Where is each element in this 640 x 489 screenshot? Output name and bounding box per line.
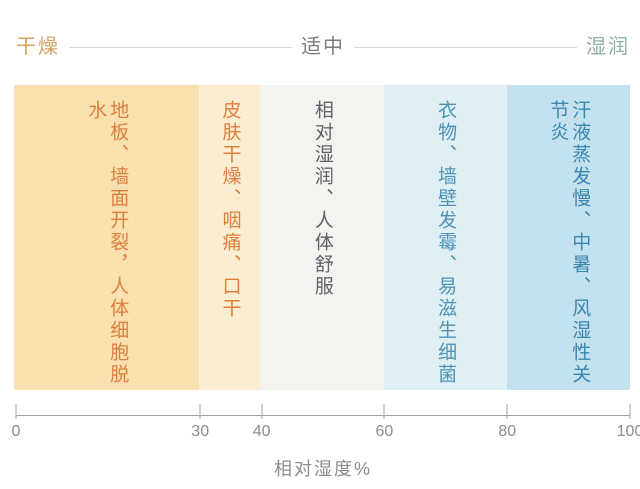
zone-divider-line	[69, 46, 292, 48]
x-axis-tick	[199, 404, 201, 419]
x-tick-label-30: 30	[191, 423, 210, 440]
band-0-30-text: 地板、墙面开裂，人体细胞脱水	[85, 100, 129, 386]
zone-label-dry: 干燥	[16, 36, 60, 58]
band-30-40-text: 皮肤干燥、咽痛、口干	[219, 100, 241, 320]
zone-labels-row: 干燥 适中 湿润	[16, 33, 630, 61]
band-40-60: 相对湿润、人体舒服	[260, 85, 384, 390]
zone-label-moderate: 适中	[301, 36, 345, 58]
x-axis-tick	[15, 404, 17, 419]
band-60-80: 衣物、墙壁发霉、易滋生细菌	[383, 85, 507, 390]
band-0-30: 地板、墙面开裂，人体细胞脱水	[14, 85, 199, 390]
x-axis-tick	[261, 404, 263, 419]
x-tick-label-80: 80	[498, 423, 517, 440]
x-axis-tick	[629, 404, 631, 419]
x-tick-label-60: 60	[375, 423, 394, 440]
band-40-60-text: 相对湿润、人体舒服	[311, 100, 333, 298]
x-tick-label-100: 100	[616, 423, 640, 440]
x-axis: 0 30 40 60 80 100 相对湿度%	[12, 403, 640, 489]
zone-label-humid: 湿润	[586, 36, 630, 58]
band-30-40: 皮肤干燥、咽痛、口干	[198, 85, 261, 390]
x-tick-label-0: 0	[11, 423, 21, 440]
zone-divider-line	[354, 46, 577, 48]
x-axis-tick	[506, 404, 508, 419]
x-axis-line	[16, 415, 630, 416]
humidity-bands: 地板、墙面开裂，人体细胞脱水 皮肤干燥、咽痛、口干 相对湿润、人体舒服 衣物、墙…	[14, 85, 630, 390]
x-axis-title: 相对湿度%	[273, 459, 372, 479]
band-80-100: 汗液蒸发慢、中暑、风湿性关节炎	[506, 85, 630, 390]
band-60-80-text: 衣物、墙壁发霉、易滋生细菌	[435, 100, 457, 386]
band-80-100-text: 汗液蒸发慢、中暑、风湿性关节炎	[547, 100, 591, 386]
x-tick-label-40: 40	[252, 423, 271, 440]
x-axis-tick	[383, 404, 385, 419]
